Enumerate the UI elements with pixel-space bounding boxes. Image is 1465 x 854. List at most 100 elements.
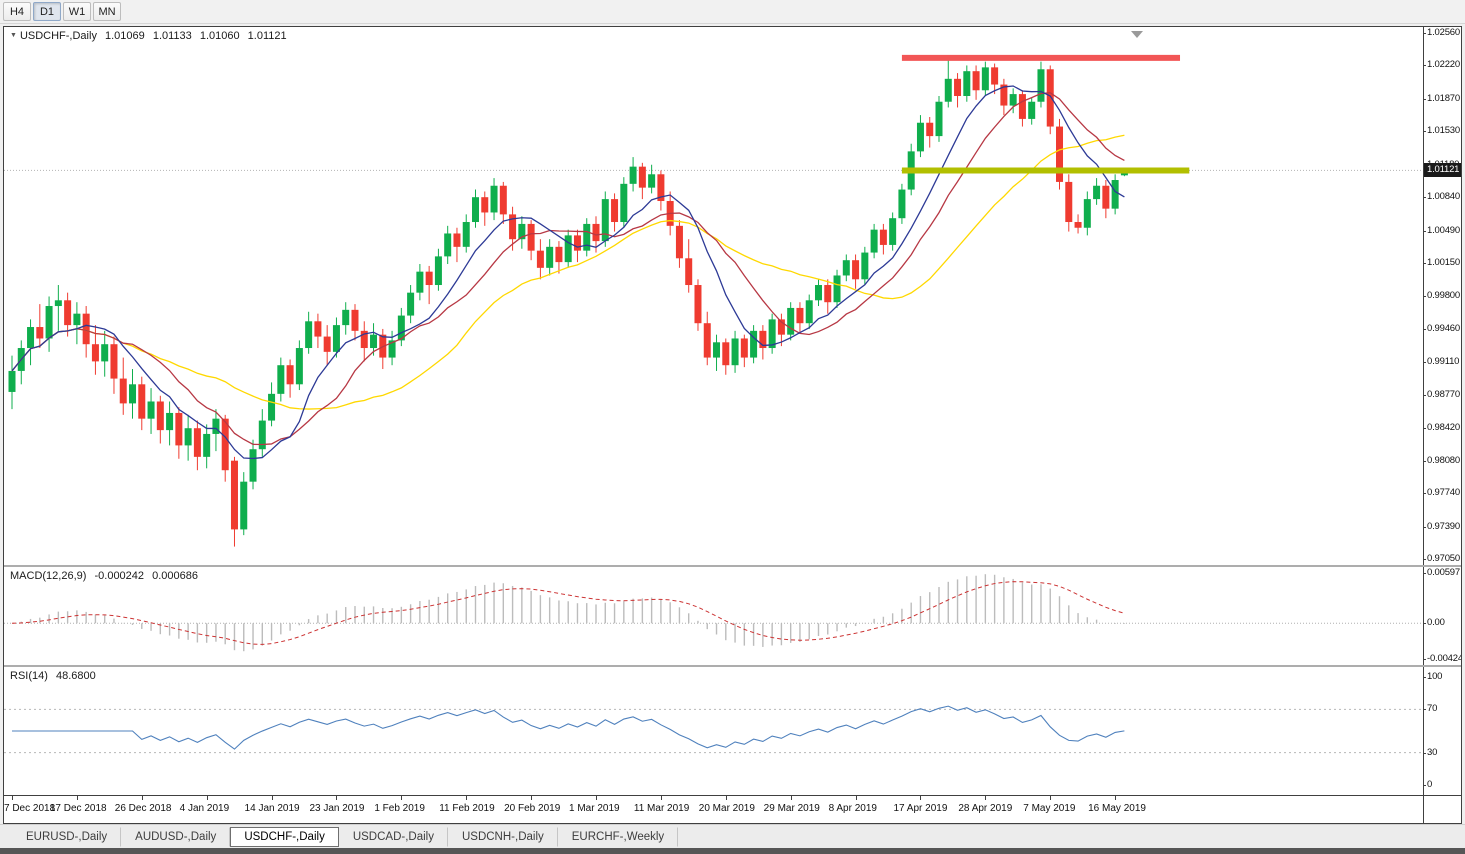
price-axis-label: 1.02560 (1423, 27, 1460, 38)
timeframe-button-d1[interactable]: D1 (33, 2, 61, 21)
ma-mid-line (11, 92, 1125, 446)
time-axis-tick (790, 796, 792, 800)
window-edge-strip (0, 848, 1465, 854)
rsi-axis-label: 70 (1422, 703, 1438, 715)
time-axis-label: 20 Feb 2019 (504, 803, 561, 814)
ma-fast-line (11, 85, 1125, 460)
ohlc-low-value: 1.01060 (199, 30, 240, 42)
price-axis-label: 1.01870 (1423, 92, 1460, 104)
current-price-tag: 1.01121 (1424, 163, 1461, 178)
ma-slow-line (11, 134, 1125, 410)
time-axis-tick (596, 796, 597, 800)
macd-axis-label: 0.00597 (1423, 567, 1460, 578)
chart-shift-marker-icon[interactable] (1131, 31, 1143, 38)
time-axis-tick (1050, 796, 1052, 800)
time-axis[interactable]: 7 Dec 2018 17 Dec 2018 26 Dec 2018 4 Jan 20… (4, 795, 1461, 823)
tab-usdchf-daily[interactable]: USDCHF-,Daily (230, 826, 339, 847)
time-axis-tick (76, 796, 78, 800)
time-axis-tick (920, 796, 922, 800)
time-axis-tick (1115, 796, 1117, 800)
time-axis-label: 23 Jan 2019 (309, 803, 365, 814)
time-axis-label: 17 Apr 2019 (893, 803, 948, 814)
tab-usdcnh-daily[interactable]: USDCNH-,Daily (448, 826, 558, 847)
price-axis-label: 0.97740 (1423, 487, 1460, 499)
timeframe-button-mn[interactable]: MN (93, 2, 121, 21)
time-axis-tick (660, 796, 662, 800)
time-axis-label: 26 Dec 2018 (114, 803, 172, 814)
time-axis-label: 28 Apr 2019 (958, 803, 1013, 814)
time-axis-label: 16 May 2019 (1088, 803, 1146, 814)
main-chart-pane: ▼ USDCHF-,Daily 1.01069 1.01133 1.01060 1… (4, 27, 1461, 565)
rsi-value: 48.6800 (55, 670, 96, 682)
rsi-axis-label: 30 (1422, 746, 1438, 758)
price-axis-label: 1.00150 (1423, 257, 1460, 269)
price-axis-label: 1.02220 (1423, 59, 1460, 71)
macd-label: MACD(12,26,9) -0.000242 0.000686 (10, 570, 198, 582)
price-axis-label: 0.98770 (1423, 388, 1460, 400)
macd-canvas[interactable] (4, 567, 1422, 665)
ohlc-open-value: 1.01069 (105, 30, 145, 42)
price-axis-label: 1.00840 (1423, 191, 1460, 203)
tab-eurusd-daily[interactable]: EURUSD-,Daily (12, 826, 122, 847)
tab-audusd-daily[interactable]: AUDUSD-,Daily (121, 826, 231, 847)
time-axis-label: 7 May 2019 (1023, 803, 1076, 814)
time-axis-label: 11 Mar 2019 (633, 803, 690, 814)
axis-corner (1423, 796, 1461, 823)
quick-trade-arrow-icon[interactable]: ▼ (10, 32, 17, 39)
time-axis-label: 7 Dec 2018 (4, 803, 56, 814)
price-axis-label: 0.97390 (1423, 520, 1460, 532)
price-axis-label: 1.00490 (1423, 224, 1460, 236)
tab-eurchf-weekly[interactable]: EURCHF-,Weekly (558, 826, 679, 847)
time-axis-tick (206, 796, 208, 800)
price-axis-label: 0.99110 (1422, 356, 1460, 368)
time-axis-tick (855, 796, 857, 800)
time-axis-label: 20 Mar 2019 (698, 803, 755, 814)
time-axis-tick (466, 796, 468, 800)
time-axis-label: 11 Feb 2019 (439, 803, 495, 814)
chart-window: ▼ USDCHF-,Daily 1.01069 1.01133 1.01060 1… (3, 26, 1462, 824)
tab-usdcad-daily[interactable]: USDCAD-,Daily (339, 826, 448, 847)
macd-name: MACD(12,26,9) (10, 570, 87, 582)
time-axis-label: 1 Feb 2019 (374, 803, 425, 814)
macd-axis-label: 0.00 (1423, 617, 1445, 629)
time-axis-tick (531, 796, 533, 800)
time-axis-tick (985, 796, 987, 800)
timeframe-button-h4[interactable]: H4 (3, 2, 31, 21)
main-chart-canvas[interactable] (4, 27, 1422, 565)
pane-separator[interactable] (4, 565, 1461, 567)
rsi-name: RSI(14) (10, 670, 48, 682)
price-axis-label: 0.99460 (1423, 322, 1460, 334)
price-axis-label: 0.97050 (1423, 553, 1460, 564)
macd-main-value: -0.000242 (94, 570, 145, 582)
rsi-axis-label: 0 (1422, 779, 1433, 790)
price-axis-label: 0.99800 (1423, 290, 1460, 302)
price-axis-label: 1.01530 (1423, 125, 1460, 137)
macd-axis: 0.00597 0.00 -0.004243 (1423, 567, 1461, 665)
rsi-pane: RSI(14) 48.6800 100 70 30 0 (4, 667, 1461, 795)
candles (8, 59, 1128, 547)
time-axis-label: 8 Apr 2019 (828, 803, 877, 814)
rsi-axis-label: 100 (1422, 671, 1443, 682)
macd-axis-label: -0.004243 (1423, 653, 1461, 665)
pane-separator[interactable] (4, 665, 1461, 667)
macd-signal-value: 0.000686 (152, 570, 198, 582)
chart-title: ▼ USDCHF-,Daily 1.01069 1.01133 1.01060 1… (10, 30, 287, 42)
rsi-canvas[interactable] (4, 667, 1422, 795)
timeframe-button-w1[interactable]: W1 (63, 2, 91, 21)
rsi-label: RSI(14) 48.6800 (10, 670, 96, 682)
time-axis-label: 14 Jan 2019 (244, 803, 300, 814)
time-axis-tick (401, 796, 403, 800)
macd-histogram (20, 574, 1126, 652)
rsi-line (12, 705, 1125, 750)
time-axis-tick (12, 796, 13, 800)
time-axis-label: 29 Mar 2019 (763, 803, 820, 814)
time-axis-tick (336, 796, 338, 800)
price-axis-label: 0.98420 (1423, 422, 1460, 434)
time-axis-label: 17 Dec 2018 (49, 803, 107, 814)
time-axis-tick (271, 796, 273, 800)
price-axis-label: 0.98080 (1423, 454, 1460, 466)
macd-pane: MACD(12,26,9) -0.000242 0.000686 0.00597… (4, 567, 1461, 665)
macd-signal-line (11, 581, 1125, 645)
ohlc-high-value: 1.01133 (152, 30, 192, 42)
price-axis[interactable]: 1.025601.022201.018701.015301.011801.008… (1422, 27, 1461, 565)
